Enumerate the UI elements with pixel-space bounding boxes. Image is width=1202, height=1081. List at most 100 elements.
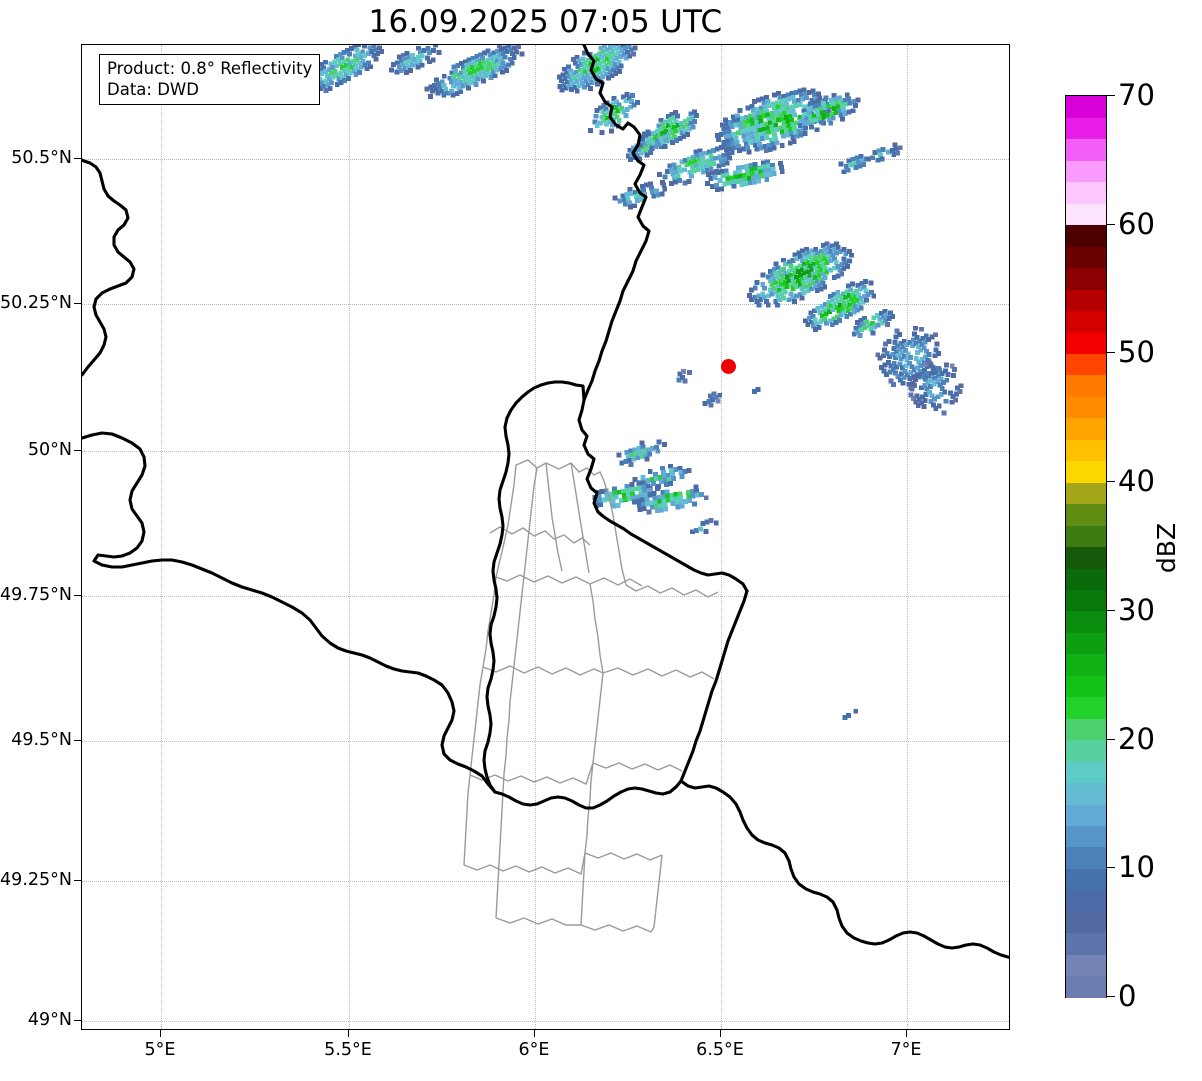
national-borders <box>82 45 1009 959</box>
colorbar-band <box>1066 310 1106 333</box>
colorbar-tick-label: 20 <box>1118 721 1155 756</box>
colorbar-axis-label: dBZ <box>1152 522 1181 574</box>
colorbar-band <box>1066 96 1106 119</box>
colorbar-band <box>1066 267 1106 290</box>
colorbar-tick-label: 70 <box>1118 78 1155 112</box>
y-tick-mark <box>74 880 81 881</box>
colorbar-band <box>1066 417 1106 440</box>
colorbar-band <box>1066 696 1106 719</box>
colorbar-band <box>1066 525 1106 548</box>
y-tick-mark <box>74 450 81 451</box>
gridline-vertical <box>535 45 536 1029</box>
border-overlay-layer <box>82 45 1009 959</box>
colorbar-band <box>1066 117 1106 140</box>
y-tick-mark <box>74 158 81 159</box>
colorbar-tick-label: 0 <box>1118 979 1137 1013</box>
colorbar-band <box>1066 632 1106 655</box>
colorbar-tick-mark <box>1106 352 1115 354</box>
colorbar-band <box>1066 567 1106 590</box>
colorbar-band <box>1066 203 1106 226</box>
colorbar-tick-mark <box>1106 996 1115 997</box>
info-box: Product: 0.8° Reflectivity Data: DWD <box>99 54 321 105</box>
info-product-label: Product: 0.8° Reflectivity <box>107 59 313 78</box>
y-tick-label: 49.25°N <box>0 870 72 890</box>
x-tick-mark <box>534 1030 535 1037</box>
y-tick-mark <box>74 740 81 741</box>
colorbar-band <box>1066 739 1106 762</box>
colorbar-band <box>1066 503 1106 526</box>
colorbar-band <box>1066 932 1106 955</box>
colorbar-band <box>1066 331 1106 355</box>
colorbar-band <box>1066 353 1106 376</box>
radar-site-marker[interactable] <box>721 359 737 375</box>
colorbar-band <box>1066 181 1106 204</box>
info-data-label: Data: DWD <box>107 80 199 99</box>
map-plot-area[interactable]: Product: 0.8° Reflectivity Data: DWD <box>81 44 1010 1030</box>
gridline-horizontal <box>82 596 1009 597</box>
colorbar-band <box>1066 439 1106 462</box>
colorbar-band <box>1066 138 1106 161</box>
gridline-horizontal <box>82 451 1009 452</box>
colorbar-band <box>1066 289 1106 312</box>
gridline-vertical <box>907 45 908 1029</box>
gridline-vertical <box>721 45 722 1029</box>
colorbar-band <box>1066 610 1106 633</box>
gridline-vertical <box>161 45 162 1029</box>
colorbar-tick-label: 60 <box>1118 206 1155 241</box>
y-tick-mark <box>74 595 81 596</box>
y-tick-mark <box>74 303 81 304</box>
gridline-horizontal <box>82 1021 1009 1022</box>
x-tick-label: 5°E <box>144 1040 176 1060</box>
y-tick-label: 49.5°N <box>11 730 72 750</box>
y-tick-label: 49°N <box>27 1010 72 1030</box>
colorbar-tick-mark <box>1106 481 1115 483</box>
colorbar-band <box>1066 868 1106 891</box>
colorbar-tick-label: 30 <box>1118 592 1155 627</box>
colorbar-tick-label: 50 <box>1118 335 1155 370</box>
colorbar-band <box>1066 374 1106 397</box>
colorbar-band <box>1066 675 1106 698</box>
colorbar-band <box>1066 224 1106 247</box>
colorbar-band <box>1066 889 1106 912</box>
colorbar-tick-mark <box>1106 867 1115 869</box>
gridline-horizontal <box>82 159 1009 160</box>
gridline-vertical <box>349 45 350 1029</box>
colorbar[interactable] <box>1065 95 1107 998</box>
x-tick-label: 6°E <box>518 1040 550 1060</box>
colorbar-band <box>1066 911 1106 934</box>
colorbar-band <box>1066 782 1106 805</box>
x-tick-label: 6.5°E <box>696 1040 744 1060</box>
colorbar-band <box>1066 246 1106 269</box>
colorbar-band <box>1066 546 1106 569</box>
colorbar-band <box>1066 482 1106 505</box>
page-title: 16.09.2025 07:05 UTC <box>368 4 723 40</box>
colorbar-tick-mark <box>1106 95 1115 96</box>
y-tick-label: 50.5°N <box>11 148 72 168</box>
colorbar-tick-mark <box>1106 609 1115 611</box>
reflectivity-echo-layer <box>299 45 964 720</box>
x-tick-label: 5.5°E <box>324 1040 372 1060</box>
colorbar-band <box>1066 718 1106 741</box>
colorbar-tick-mark <box>1106 738 1115 740</box>
colorbar-band <box>1066 825 1106 848</box>
x-tick-mark <box>160 1030 161 1037</box>
x-tick-mark <box>720 1030 721 1037</box>
colorbar-tick-label: 40 <box>1118 464 1155 499</box>
x-tick-mark <box>348 1030 349 1037</box>
colorbar-band <box>1066 761 1106 784</box>
colorbar-band <box>1066 954 1106 977</box>
colorbar-tick-label: 10 <box>1118 850 1155 885</box>
colorbar-band <box>1066 160 1106 183</box>
colorbar-tick-mark <box>1106 223 1115 225</box>
colorbar-band <box>1066 589 1106 612</box>
x-tick-label: 7°E <box>890 1040 922 1060</box>
colorbar-band <box>1066 653 1106 676</box>
y-tick-label: 50°N <box>27 440 72 460</box>
gridline-horizontal <box>82 881 1009 882</box>
gridline-horizontal <box>82 304 1009 305</box>
gridline-horizontal <box>82 741 1009 742</box>
y-tick-label: 49.75°N <box>0 585 72 605</box>
colorbar-band <box>1066 803 1106 826</box>
colorbar-band <box>1066 975 1106 998</box>
